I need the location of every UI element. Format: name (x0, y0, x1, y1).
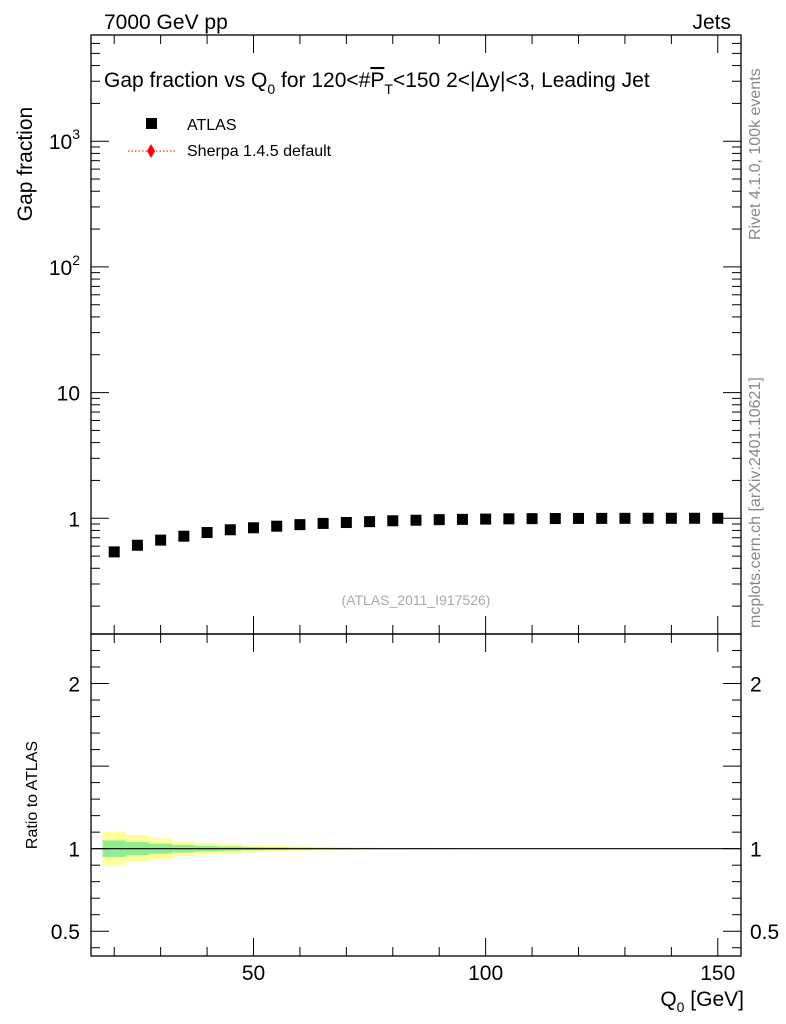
atlas-point (201, 527, 213, 539)
ratio-panel: 0.5 0.5 1 1 2 2 50 100 150 Ratio to ATLAS Q0 [G… (24, 633, 779, 1015)
title-part-c: <150 2<|Δy|<3, Leading Jet (393, 69, 650, 92)
ratio-frame (90, 633, 742, 957)
atlas-point (387, 515, 399, 527)
ratio-y-tick-label-left: 0.5 (51, 921, 80, 944)
x-tick-label: 50 (242, 962, 265, 985)
atlas-point (410, 514, 422, 526)
atlas-point (271, 520, 283, 532)
tick-base: 10 (49, 257, 72, 280)
atlas-point (155, 534, 167, 546)
atlas-point (108, 546, 120, 558)
x-label-sub: 0 (677, 999, 685, 1015)
atlas-point (689, 512, 701, 524)
main-y-tick-label: 10 (57, 383, 80, 406)
category-label: Jets (692, 11, 731, 34)
tick-exponent: 2 (72, 252, 80, 268)
title-pt: P (370, 69, 384, 92)
main-y-tick-label: 103 (49, 126, 80, 154)
atlas-point (665, 512, 677, 524)
ratio-x-tick-labels: 50 100 150 (242, 962, 735, 985)
legend: ATLAS Sherpa 1.4.5 default (128, 117, 332, 160)
atlas-point (178, 530, 190, 542)
atlas-point (573, 512, 584, 524)
x-tick-label: 150 (700, 962, 735, 985)
ratio-y-tick-label-left: 1 (68, 839, 80, 862)
title-part-a: Gap fraction vs Q (104, 69, 267, 92)
legend-atlas-label: ATLAS (187, 117, 237, 134)
atlas-point (364, 516, 376, 528)
atlas-point (294, 519, 306, 531)
title-part-b: for 120<# (275, 69, 370, 92)
atlas-point (596, 512, 608, 524)
main-y-tick-label: 1 (68, 508, 80, 531)
atlas-point (619, 512, 631, 524)
ratio-y-tick-label-right: 2 (750, 674, 762, 697)
rivet-info-label: Rivet 4.1.0, 100k events (747, 68, 764, 240)
tick-base: 10 (49, 131, 72, 154)
atlas-point (712, 512, 724, 524)
atlas-point (433, 514, 445, 526)
legend-sherpa-label: Sherpa 1.4.5 default (187, 143, 332, 160)
title-sub-t: T (384, 81, 393, 97)
atlas-point (456, 513, 468, 525)
tick-exponent: 3 (72, 126, 80, 142)
ratio-y-tick-label-left: 2 (68, 674, 80, 697)
mcplots-label: mcplots.cern.ch [arXiv:2401.10621] (747, 377, 764, 628)
plot-title: Gap fraction vs Q0 for 120<#PT<150 2<|Δy… (104, 69, 650, 97)
ratio-y-tick-label-right: 0.5 (750, 921, 779, 944)
title-sub-0: 0 (267, 81, 275, 97)
main-y-axis-label: Gap fraction (14, 107, 37, 221)
atlas-point (340, 517, 352, 529)
atlas-point (549, 513, 561, 525)
analysis-id-label: (ATLAS_2011_I917526) (342, 592, 491, 608)
ratio-axis-ticks (91, 634, 741, 956)
main-y-tick-label: 102 (49, 252, 80, 280)
atlas-point (480, 513, 492, 525)
atlas-point (224, 524, 236, 536)
x-axis-label: Q0 [GeV] (660, 988, 744, 1015)
atlas-point (642, 512, 654, 524)
ratio-y-axis-label: Ratio to ATLAS (24, 741, 41, 849)
x-tick-label: 100 (468, 962, 503, 985)
energy-label: 7000 GeV pp (104, 11, 228, 34)
x-label-part-a: Q (660, 988, 676, 1011)
atlas-point (526, 513, 538, 525)
legend-sherpa-marker (147, 144, 155, 158)
atlas-point (131, 539, 143, 551)
ratio-y-tick-labels: 0.5 0.5 1 1 2 2 (51, 674, 779, 945)
ratio-y-tick-label-right: 1 (750, 839, 762, 862)
legend-atlas-marker (146, 118, 157, 129)
atlas-point (317, 517, 329, 529)
atlas-point (503, 513, 515, 525)
x-label-part-b: [GeV] (684, 988, 744, 1011)
main-axis-ticks (91, 34, 741, 634)
atlas-point (248, 522, 259, 534)
atlas-data-points (108, 512, 724, 558)
